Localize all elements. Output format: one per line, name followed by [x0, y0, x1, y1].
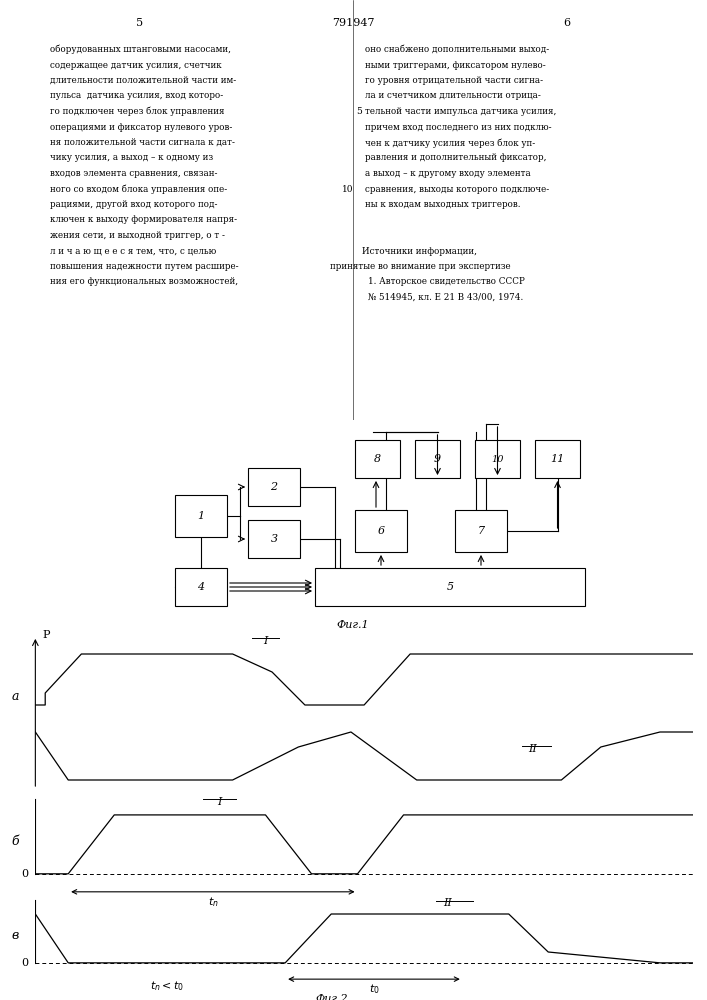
Text: 10: 10 [341, 184, 353, 194]
Bar [175, 568, 227, 606]
Text: сравнения, выходы которого подключе-: сравнения, выходы которого подключе- [365, 184, 549, 194]
Text: повышения надежности путем расшире-: повышения надежности путем расшире- [50, 262, 239, 271]
Bar [475, 440, 520, 478]
Text: рациями, другой вход которого под-: рациями, другой вход которого под- [50, 200, 218, 209]
Text: $t_n$: $t_n$ [207, 895, 218, 909]
Bar [415, 440, 460, 478]
Text: ными триггерами, фиксатором нулево-: ными триггерами, фиксатором нулево- [365, 60, 546, 70]
Text: го подключен через блок управления: го подключен через блок управления [50, 107, 225, 116]
Text: жения сети, и выходной триггер, о т -: жения сети, и выходной триггер, о т - [50, 231, 225, 240]
Text: 0: 0 [22, 958, 29, 968]
Text: 2: 2 [271, 482, 278, 492]
Text: ного со входом блока управления опе-: ного со входом блока управления опе- [50, 184, 227, 194]
Text: 5: 5 [446, 582, 454, 592]
Text: $t_0$: $t_0$ [368, 982, 380, 996]
Text: входов элемента сравнения, связан-: входов элемента сравнения, связан- [50, 169, 218, 178]
Text: 10: 10 [491, 454, 504, 464]
Bar [248, 520, 300, 558]
Text: содержащее датчик усилия, счетчик: содержащее датчик усилия, счетчик [50, 60, 221, 70]
Text: Фиг.2: Фиг.2 [315, 994, 348, 1000]
Bar [455, 510, 507, 552]
Text: го уровня отрицательной части сигна-: го уровня отрицательной части сигна- [365, 76, 543, 85]
Text: длительности положительной части им-: длительности положительной части им- [50, 76, 236, 85]
Text: 6: 6 [378, 526, 385, 536]
Text: л и ч а ю щ е е с я тем, что, с целью: л и ч а ю щ е е с я тем, что, с целью [50, 246, 216, 255]
Text: ня положительной части сигнала к дат-: ня положительной части сигнала к дат- [50, 138, 235, 147]
Text: Фиг.1: Фиг.1 [337, 620, 369, 630]
Text: 7: 7 [477, 526, 484, 536]
Text: а выход – к другому входу элемента: а выход – к другому входу элемента [365, 169, 531, 178]
Text: оно снабжено дополнительными выход-: оно снабжено дополнительными выход- [365, 45, 549, 54]
Bar [535, 440, 580, 478]
Text: принятые во внимание при экспертизе: принятые во внимание при экспертизе [329, 262, 510, 271]
Text: чен к датчику усилия через блок уп-: чен к датчику усилия через блок уп- [365, 138, 535, 147]
Text: тельной части импульса датчика усилия,: тельной части импульса датчика усилия, [365, 107, 556, 116]
Text: 0: 0 [22, 869, 29, 879]
Text: 1: 1 [197, 511, 204, 521]
Text: а: а [11, 690, 19, 702]
Text: б: б [11, 835, 19, 848]
Text: причем вход последнего из них подклю-: причем вход последнего из них подклю- [365, 122, 551, 131]
Text: I: I [217, 797, 221, 807]
Text: 3: 3 [271, 534, 278, 544]
Text: ния его функциональных возможностей,: ния его функциональных возможностей, [50, 277, 238, 286]
Text: пульса  датчика усилия, вход которо-: пульса датчика усилия, вход которо- [50, 92, 223, 101]
Text: 8: 8 [374, 454, 381, 464]
Text: оборудованных штанговыми насосами,: оборудованных штанговыми насосами, [50, 45, 231, 54]
Text: II: II [529, 744, 537, 754]
Text: 9: 9 [434, 454, 441, 464]
Text: P: P [42, 630, 49, 640]
Text: 6: 6 [563, 18, 571, 28]
Text: 5: 5 [136, 18, 144, 28]
Text: II: II [443, 898, 452, 908]
Text: ключен к выходу формирователя напря-: ключен к выходу формирователя напря- [50, 216, 237, 225]
Bar [175, 495, 227, 537]
Text: Источники информации,: Источники информации, [363, 246, 477, 255]
Bar [355, 440, 400, 478]
Text: 5: 5 [356, 107, 362, 116]
Text: № 514945, кл. Е 21 В 43/00, 1974.: № 514945, кл. Е 21 В 43/00, 1974. [368, 292, 523, 302]
Text: в: в [11, 929, 19, 942]
Text: ны к входам выходных триггеров.: ны к входам выходных триггеров. [365, 200, 520, 209]
Text: равления и дополнительный фиксатор,: равления и дополнительный фиксатор, [365, 153, 547, 162]
Text: ла и счетчиком длительности отрица-: ла и счетчиком длительности отрица- [365, 92, 541, 101]
Text: 11: 11 [550, 454, 565, 464]
Text: чику усилия, а выход – к одному из: чику усилия, а выход – к одному из [50, 153, 213, 162]
Bar [315, 568, 585, 606]
Text: 4: 4 [197, 582, 204, 592]
Bar [248, 468, 300, 506]
Text: операциями и фиксатор нулевого уров-: операциями и фиксатор нулевого уров- [50, 122, 233, 131]
Text: I: I [263, 636, 268, 646]
Bar [355, 510, 407, 552]
Text: 1. Авторское свидетельство СССР: 1. Авторское свидетельство СССР [368, 277, 525, 286]
Text: $t_n < t_0$: $t_n < t_0$ [150, 979, 184, 993]
Text: 791947: 791947 [332, 18, 374, 28]
